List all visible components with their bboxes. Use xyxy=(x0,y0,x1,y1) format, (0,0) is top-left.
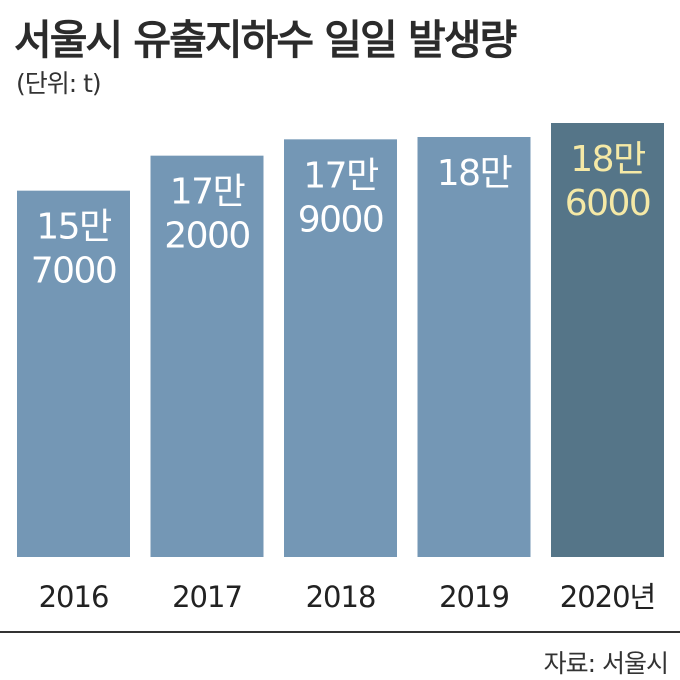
data-label-2016-1: 15만 xyxy=(36,207,111,248)
x-tick-2020년: 2020년 xyxy=(560,580,655,614)
source-note: 자료: 서울시 xyxy=(543,649,669,678)
data-label-2020년-1: 18만 xyxy=(570,139,645,180)
chart-title: 서울시 유출지하수 일일 발생량 xyxy=(14,16,517,64)
data-label-2016-2: 7000 xyxy=(31,251,117,292)
x-tick-2016: 2016 xyxy=(39,580,109,614)
data-label-2017-1: 17만 xyxy=(170,172,245,213)
data-label-2019-1: 18만 xyxy=(437,153,512,194)
data-label-2020년-2: 6000 xyxy=(565,183,651,224)
bar-2018 xyxy=(284,139,397,558)
bar-2019 xyxy=(417,137,531,557)
bottom-divider xyxy=(0,631,680,633)
data-label-2017-2: 2000 xyxy=(164,216,250,257)
bar-2017 xyxy=(150,155,264,557)
unit-label: (단위: t) xyxy=(16,69,102,98)
bar-2020년 xyxy=(551,123,664,557)
data-label-2018-1: 17만 xyxy=(303,155,378,196)
data-label-2018-2: 9000 xyxy=(298,199,384,240)
x-tick-2017: 2017 xyxy=(172,580,242,614)
x-tick-2018: 2018 xyxy=(306,580,376,614)
bar-2016 xyxy=(17,190,130,557)
x-tick-2019: 2019 xyxy=(439,580,509,614)
